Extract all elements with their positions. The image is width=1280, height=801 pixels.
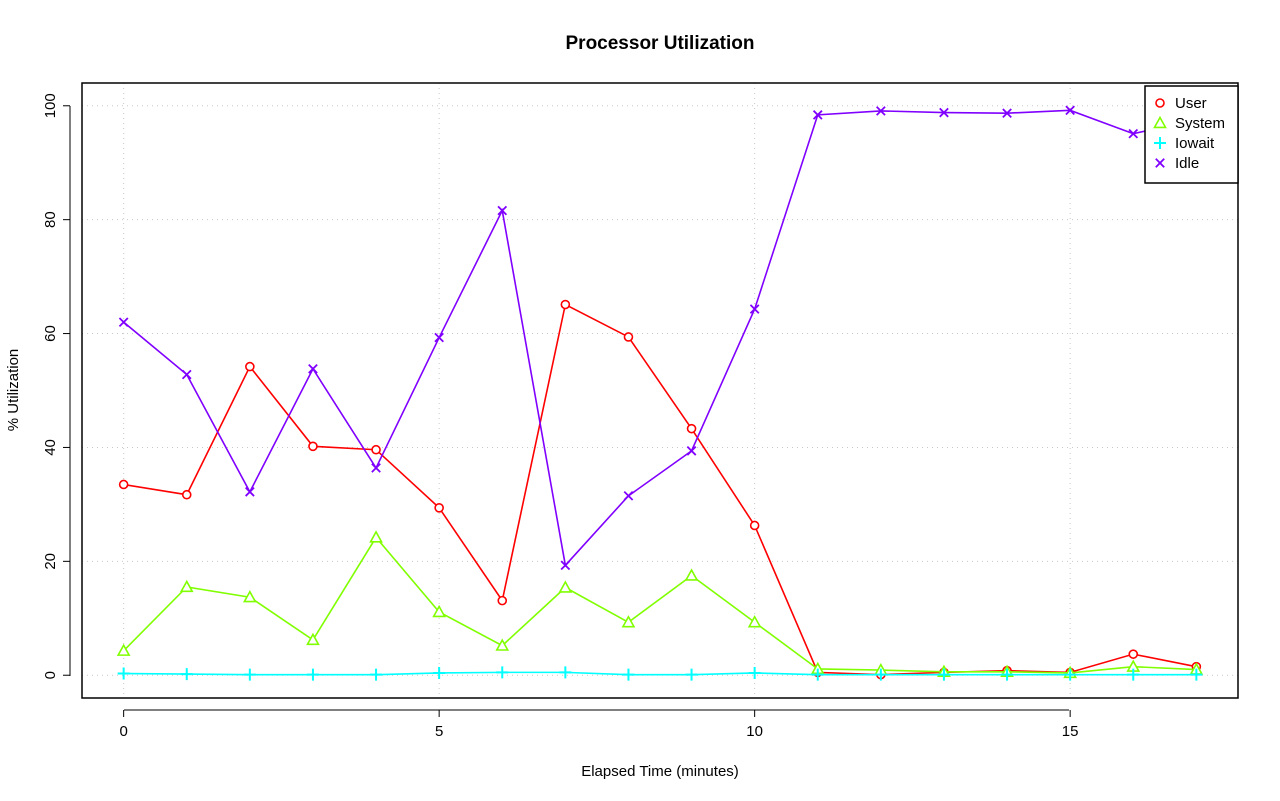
data-point-system <box>684 568 699 581</box>
plot-area-frame <box>81 82 1239 699</box>
legend-label-idle: Idle <box>1175 155 1199 172</box>
data-point-system <box>242 590 257 603</box>
x-axis-label: Elapsed Time (minutes) <box>581 763 739 780</box>
axes: 0 5 10 15 0 20 40 60 80 100 <box>42 93 1078 740</box>
data-point-user <box>686 423 697 434</box>
y-tick-label: 60 <box>42 325 59 342</box>
data-point-idle <box>812 110 823 120</box>
data-point-iowait <box>306 668 319 681</box>
data-point-system <box>432 604 447 618</box>
y-tick-label: 40 <box>42 439 59 456</box>
series-user <box>118 299 1202 680</box>
data-point-idle <box>560 560 571 571</box>
data-point-system <box>495 638 510 651</box>
data-point-idle <box>181 369 192 380</box>
data-point-user <box>434 503 444 513</box>
series-idle <box>118 105 1202 571</box>
data-point-system <box>747 615 762 628</box>
grid <box>82 83 1238 698</box>
series-line-system <box>123 536 1197 674</box>
data-point-iowait <box>180 668 193 681</box>
data-point-idle <box>876 106 886 116</box>
legend-marker-iowait <box>1154 137 1166 149</box>
x-tick-label: 15 <box>1062 723 1079 740</box>
data-point-idle <box>245 487 255 497</box>
data-point-iowait <box>496 666 509 679</box>
data-point-user <box>1128 649 1139 659</box>
data-point-idle <box>1128 128 1139 139</box>
data-point-system <box>621 615 636 628</box>
series-line-user <box>123 303 1197 676</box>
data-point-system <box>369 530 383 543</box>
legend-label-iowait: Iowait <box>1175 135 1215 152</box>
legend-marker-user <box>1155 98 1165 108</box>
data-point-user <box>181 489 192 500</box>
y-tick-label: 100 <box>42 93 59 118</box>
data-point-user <box>371 444 381 455</box>
data-point-iowait <box>622 668 635 681</box>
data-point-idle <box>1065 105 1075 116</box>
data-point-user <box>245 361 255 372</box>
y-tick-label: 20 <box>42 553 59 570</box>
data-point-user <box>560 299 571 310</box>
data-point-idle <box>371 463 381 473</box>
data-point-iowait <box>1190 668 1203 681</box>
data-point-iowait <box>1064 668 1077 681</box>
data-point-iowait <box>1127 668 1140 681</box>
series-line-idle <box>123 109 1197 568</box>
y-tick-label: 0 <box>42 671 59 679</box>
data-point-idle <box>749 304 760 314</box>
data-point-iowait <box>117 667 130 680</box>
legend-label-system: System <box>1175 115 1225 132</box>
series-system <box>116 530 1204 679</box>
x-tick-label: 10 <box>746 723 763 740</box>
legend-item-system: System <box>1153 115 1225 132</box>
legend-label-user: User <box>1175 95 1207 112</box>
data-point-iowait <box>685 668 698 681</box>
data-point-system <box>179 579 194 593</box>
series-line-iowait <box>123 671 1197 676</box>
data-point-idle <box>497 205 508 216</box>
x-tick-label: 0 <box>119 723 127 740</box>
legend-item-iowait: Iowait <box>1154 135 1215 152</box>
data-point-idle <box>623 491 634 501</box>
data-point-iowait <box>811 668 824 681</box>
x-tick-label: 5 <box>435 723 443 740</box>
chart-title: Processor Utilization <box>566 33 755 54</box>
legend: User System Iowait Idle <box>1144 85 1239 184</box>
data-point-idle <box>308 364 318 374</box>
legend-marker-idle <box>1155 158 1165 168</box>
series-layer <box>116 105 1204 681</box>
data-point-iowait <box>1001 668 1014 681</box>
data-point-idle <box>939 107 949 118</box>
legend-item-idle: Idle <box>1155 155 1199 172</box>
y-axis-label: % Utilization <box>5 349 22 432</box>
data-point-system <box>558 580 573 593</box>
data-point-user <box>118 479 129 490</box>
data-point-iowait <box>874 668 887 681</box>
data-point-user <box>623 332 634 342</box>
legend-marker-system <box>1153 115 1167 129</box>
data-point-iowait <box>370 668 383 681</box>
series-iowait <box>117 666 1203 681</box>
data-point-system <box>116 643 131 656</box>
data-point-iowait <box>748 666 761 679</box>
y-tick-label: 80 <box>42 211 59 228</box>
data-point-iowait <box>243 668 256 681</box>
data-point-user <box>308 441 318 452</box>
data-point-iowait <box>937 668 950 681</box>
data-point-idle <box>686 446 697 456</box>
data-point-iowait <box>559 666 572 679</box>
data-point-user <box>497 595 508 606</box>
data-point-iowait <box>433 666 446 679</box>
legend-item-user: User <box>1155 95 1207 112</box>
data-point-idle <box>434 332 444 343</box>
data-point-idle <box>1002 108 1012 119</box>
data-point-idle <box>118 317 129 328</box>
data-point-system <box>306 632 320 646</box>
data-point-user <box>749 520 760 531</box>
